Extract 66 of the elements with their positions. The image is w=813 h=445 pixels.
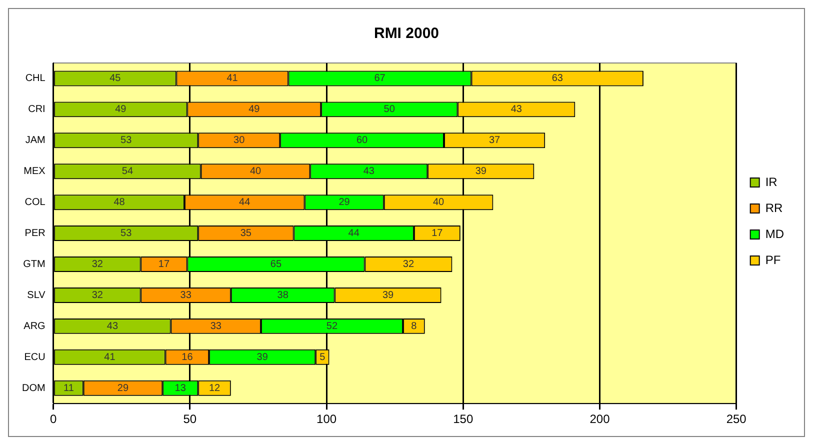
data-label: 37 [488,135,501,146]
chart-title: RMI 2000 [374,25,440,42]
data-label: 44 [348,228,360,240]
data-label: 33 [210,320,222,332]
data-label: 45 [110,73,122,84]
data-label: 13 [174,382,186,394]
data-label: 5 [320,352,326,363]
x-tick-label: 200 [590,412,610,426]
data-label: 12 [208,382,221,394]
data-label: 40 [250,166,262,178]
data-label: 11 [64,382,74,394]
y-tick-label: COL [24,197,46,208]
x-tick-label: 50 [183,412,197,426]
data-label: 30 [234,135,246,146]
data-label: 32 [92,290,104,301]
data-label: 41 [104,352,116,363]
data-label: 63 [552,73,564,84]
y-tick-label: JAM [25,135,46,146]
y-tick-label: ECU [24,352,46,363]
data-label: 49 [115,104,127,116]
y-tick-label: MEX [24,166,46,178]
data-label: 65 [270,259,282,270]
data-label: 43 [106,320,118,332]
y-tick-label: PER [24,228,46,240]
data-label: 41 [226,73,238,84]
data-label: 60 [356,135,368,146]
data-label: 32 [92,259,104,270]
data-label: 39 [256,352,268,363]
data-label: 50 [384,104,396,116]
data-label: 53 [120,135,132,146]
data-label: 38 [277,290,289,301]
legend-label: IR [765,174,778,189]
y-tick-label: DOM [22,382,46,394]
x-tick-label: 0 [50,412,57,426]
data-label: 29 [117,382,129,394]
legend-label: MD [765,226,784,241]
data-label: 39 [382,290,394,301]
data-label: 43 [363,166,375,178]
data-label: 17 [432,228,444,240]
data-label: 29 [338,197,350,208]
data-label: 39 [475,166,487,178]
data-label: 43 [510,104,522,116]
y-tick-label: ARG [24,320,46,332]
data-label: 49 [248,104,260,116]
data-label: 17 [158,259,170,270]
data-label: 52 [326,320,338,332]
y-tick-label: CHL [25,73,46,84]
data-label: 48 [114,197,126,208]
x-tick-label: 100 [316,412,337,426]
x-tick-label: 150 [453,412,474,426]
y-tick-label: CRI [28,104,46,116]
legend-label: PF [765,252,781,267]
data-label: 40 [432,197,445,208]
data-label: 16 [182,352,194,363]
data-label: 33 [180,290,192,301]
data-label: 44 [239,197,251,208]
y-tick-label: SLV [27,290,46,301]
data-label: 53 [120,228,132,240]
data-label: 32 [402,259,414,270]
data-label: 67 [374,73,386,84]
x-tick-label: 250 [726,412,747,426]
y-tick-label: GTM [23,259,46,270]
data-label: 8 [411,320,418,332]
data-label: 54 [122,166,134,178]
data-label: 35 [240,228,252,240]
legend-label: RR [765,200,784,215]
